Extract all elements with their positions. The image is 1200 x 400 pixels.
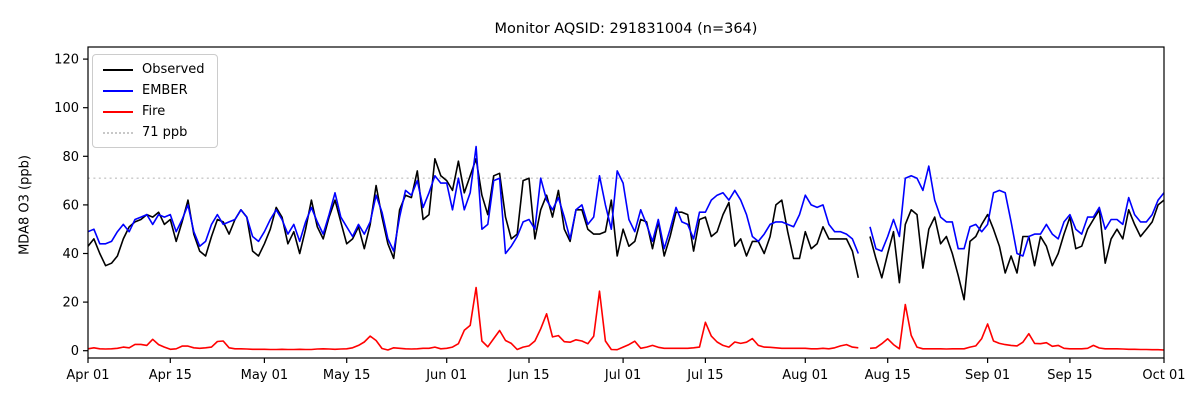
y-tick-label: 0 bbox=[71, 344, 79, 359]
y-tick-label: 20 bbox=[62, 296, 79, 311]
x-tick-label: Aug 01 bbox=[782, 368, 828, 383]
legend-label-fire: Fire bbox=[142, 104, 166, 119]
legend-item-ember: EMBER bbox=[103, 83, 205, 98]
observed-line-sample bbox=[103, 68, 133, 71]
legend-label-observed: Observed bbox=[142, 62, 205, 77]
x-tick-label: Apr 15 bbox=[149, 368, 192, 383]
legend-label-ember: EMBER bbox=[142, 83, 188, 98]
threshold-line-sample bbox=[103, 131, 133, 134]
legend-item-threshold: 71 ppb bbox=[103, 125, 205, 140]
x-tick-label: Sep 01 bbox=[965, 368, 1010, 383]
y-axis-label: MDA8 O3 (ppb) bbox=[17, 155, 33, 255]
legend-item-fire: Fire bbox=[103, 104, 205, 119]
x-tick-label: Apr 01 bbox=[66, 368, 109, 383]
x-tick-label: Jun 15 bbox=[508, 368, 550, 383]
x-tick-label: May 01 bbox=[241, 368, 289, 383]
fire-line bbox=[87, 286, 1165, 351]
y-tick-label: 60 bbox=[62, 198, 79, 213]
x-tick-label: May 15 bbox=[323, 368, 371, 383]
ember-line-sample bbox=[103, 89, 133, 92]
x-tick-label: Oct 01 bbox=[1142, 368, 1185, 383]
observed-line bbox=[87, 158, 1165, 301]
x-tick-label: Jun 01 bbox=[425, 368, 467, 383]
x-tick-label: Sep 15 bbox=[1047, 368, 1092, 383]
x-tick-label: Jul 15 bbox=[686, 368, 723, 383]
ember-line bbox=[87, 145, 1165, 257]
chart-title: Monitor AQSID: 291831004 (n=364) bbox=[494, 21, 758, 37]
y-tick-label: 80 bbox=[62, 150, 79, 165]
x-tick-label: Aug 15 bbox=[865, 368, 911, 383]
legend: Observed EMBER Fire 71 ppb bbox=[92, 54, 218, 148]
legend-item-observed: Observed bbox=[103, 62, 205, 77]
fire-line-sample bbox=[103, 110, 133, 113]
y-tick-label: 120 bbox=[54, 53, 79, 68]
x-tick-label: Jul 01 bbox=[604, 368, 641, 383]
y-tick-label: 40 bbox=[62, 247, 79, 262]
legend-label-threshold: 71 ppb bbox=[142, 125, 188, 140]
y-tick-label: 100 bbox=[54, 101, 79, 116]
plot-frame bbox=[87, 46, 1165, 359]
